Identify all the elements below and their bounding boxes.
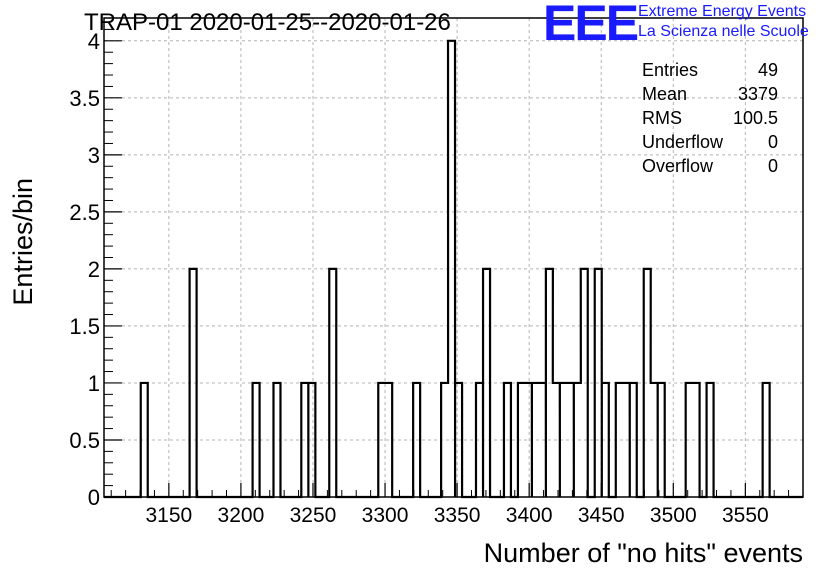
logo-mark: EEE bbox=[543, 0, 639, 51]
y-tick-label: 3 bbox=[88, 143, 100, 168]
statistics-box: Entries 49 Mean 3379 RMS 100.5 Underflow… bbox=[642, 60, 778, 180]
stat-label: Entries bbox=[642, 60, 699, 80]
chart-title: TRAP-01 2020-01-25--2020-01-26 bbox=[84, 9, 451, 36]
stat-row-underflow: Underflow 0 bbox=[642, 132, 778, 156]
y-tick-label: 1 bbox=[88, 371, 100, 396]
x-tick-label: 3500 bbox=[650, 504, 697, 527]
x-tick-label: 3450 bbox=[578, 504, 625, 527]
stat-row-rms: RMS 100.5 bbox=[642, 108, 778, 132]
y-tick-label: 0.5 bbox=[69, 428, 100, 453]
grid-lines bbox=[104, 18, 803, 497]
tick-labels: 3150 3200 3250 3300 3350 3400 3450 3500 3550 0 0.5… bbox=[69, 29, 768, 527]
y-axis-label: Entries/bin bbox=[8, 178, 38, 306]
stat-value: 49 bbox=[757, 60, 778, 80]
stat-row-mean: Mean 3379 bbox=[642, 84, 778, 108]
logo-line-2: La Scienza nelle Scuole bbox=[638, 23, 809, 40]
x-tick-label: 3400 bbox=[506, 504, 553, 527]
stat-label: RMS bbox=[642, 108, 682, 128]
x-tick-label: 3350 bbox=[434, 504, 481, 527]
eee-logo: EEE Extreme Energy Events La Scienza nel… bbox=[543, 0, 833, 51]
stat-value: 3379 bbox=[737, 84, 778, 104]
histogram-outline bbox=[104, 39, 803, 499]
x-tick-label: 3200 bbox=[218, 504, 265, 527]
stat-value: 0 bbox=[767, 132, 778, 152]
stat-row-entries: Entries 49 bbox=[642, 60, 778, 84]
x-axis-label: Number of "no hits" events bbox=[484, 538, 803, 568]
stat-value: 0 bbox=[767, 156, 778, 176]
y-tick-label: 0 bbox=[88, 485, 100, 510]
stat-label: Overflow bbox=[642, 156, 714, 176]
x-tick-label: 3250 bbox=[290, 504, 337, 527]
x-tick-label: 3300 bbox=[362, 504, 409, 527]
stat-label: Mean bbox=[642, 84, 688, 104]
y-tick-label: 1.5 bbox=[69, 314, 100, 339]
y-tick-label: 2.5 bbox=[69, 200, 100, 225]
logo-line-1: Extreme Energy Events bbox=[638, 3, 807, 20]
axis-ticks bbox=[104, 28, 804, 498]
y-tick-label: 4 bbox=[88, 29, 100, 54]
y-tick-label: 2 bbox=[88, 257, 100, 282]
x-tick-label: 3550 bbox=[722, 504, 769, 527]
stat-row-overflow: Overflow 0 bbox=[642, 156, 778, 180]
x-tick-label: 3150 bbox=[145, 504, 192, 527]
stat-value: 100.5 bbox=[732, 108, 778, 128]
stat-label: Underflow bbox=[642, 132, 724, 152]
y-tick-label: 3.5 bbox=[69, 86, 100, 111]
